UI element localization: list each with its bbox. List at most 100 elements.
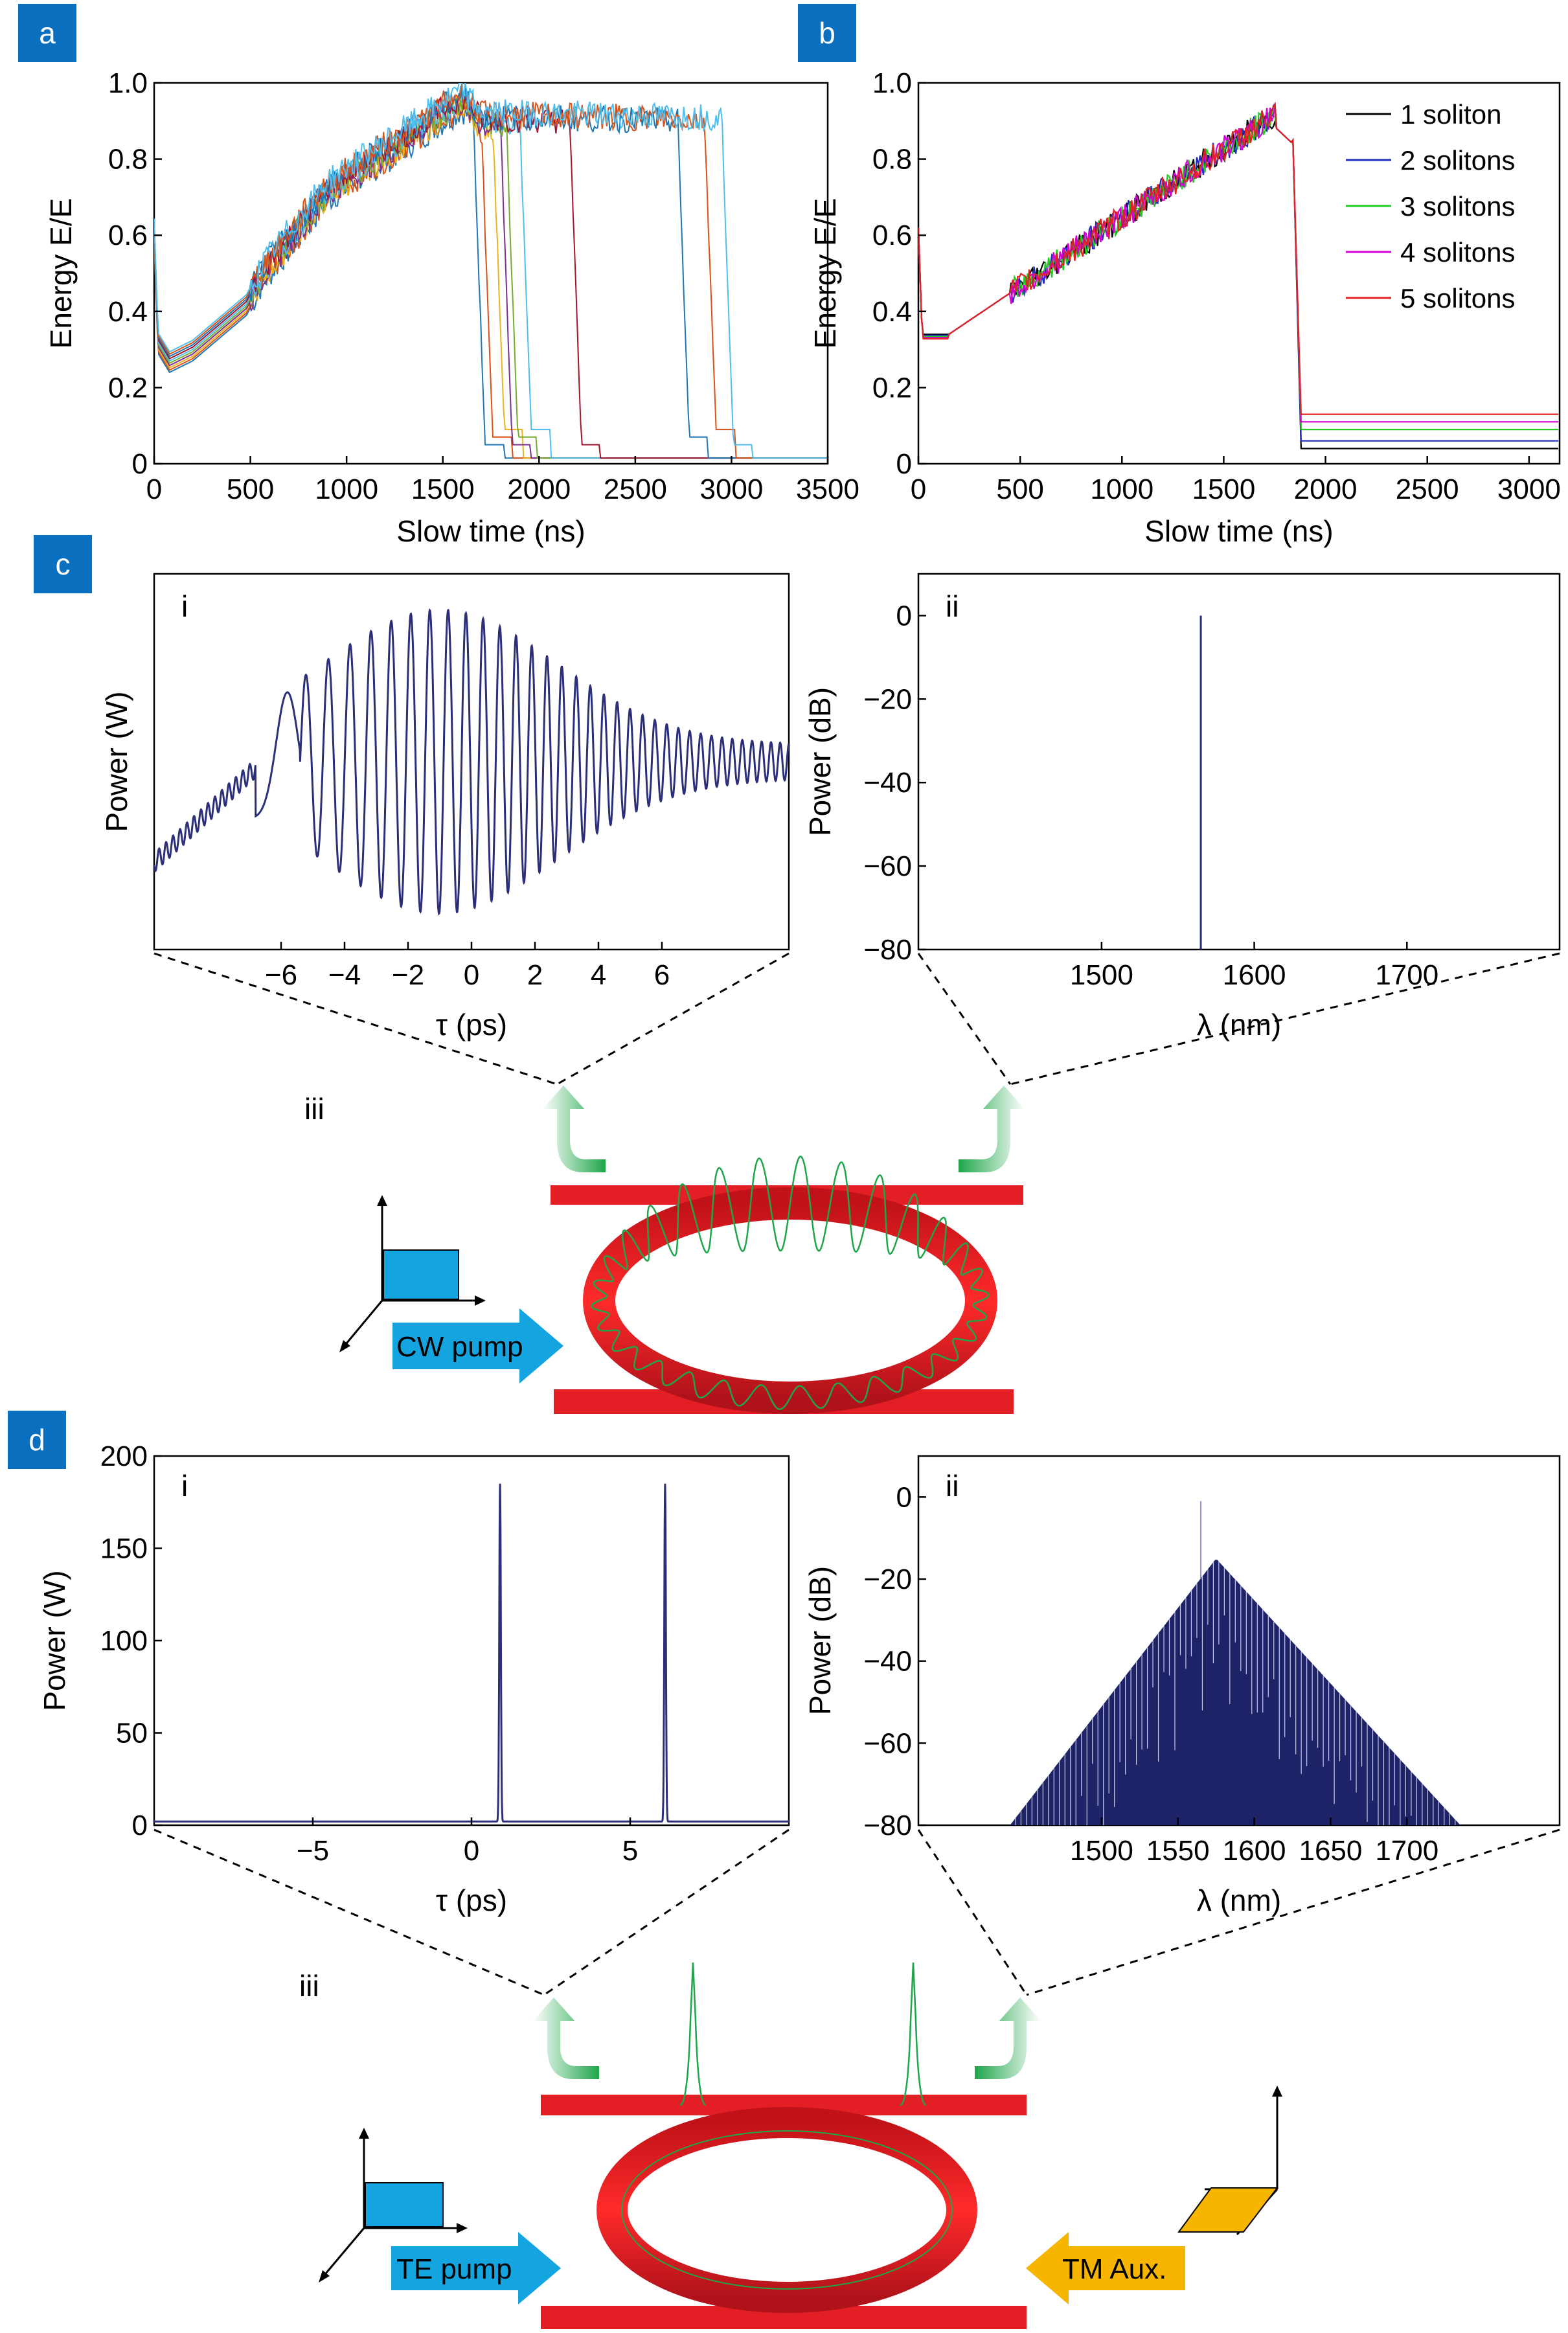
y-axis-label: Power (W) — [38, 1570, 71, 1711]
soliton-pulse-icon — [679, 1962, 707, 2106]
microring-resonator — [583, 1187, 997, 1414]
coordinate-axes-icon-te — [319, 2128, 468, 2282]
x-tick-label: 2 — [527, 959, 543, 991]
output-arrow-right-icon — [959, 1086, 1025, 1172]
x-tick-label: −6 — [265, 959, 297, 991]
x-tick-label: 1600 — [1223, 1835, 1286, 1867]
x-tick-label: 1600 — [1223, 959, 1286, 991]
dashed-connector — [556, 952, 790, 1086]
y-tick-label: 50 — [116, 1718, 148, 1749]
dashed-connector — [917, 1829, 1028, 1996]
x-tick-label: 2000 — [507, 473, 571, 505]
panel-label-c: c — [34, 535, 92, 593]
plot-frame — [917, 573, 1561, 951]
legend: 1 soliton 2 solitons 3 solitons 4 solitons 5… — [1346, 99, 1515, 313]
x-tick-label: −5 — [297, 1835, 329, 1867]
plot-frame — [917, 82, 1561, 465]
y-axis-label: Power (W) — [100, 691, 133, 832]
x-tick-label: 500 — [227, 473, 274, 505]
x-tick-label: 3500 — [796, 473, 859, 505]
energy-trace — [154, 83, 827, 459]
y-tick-label: 150 — [100, 1533, 148, 1565]
schematic-d: iii TE pump TM Aux. — [153, 1828, 1560, 2329]
x-tick-label: 4 — [591, 959, 606, 991]
dashed-connector — [1026, 1828, 1560, 1996]
y-tick-label: −80 — [863, 934, 912, 966]
subpanel-label-ii: ii — [946, 1469, 959, 1503]
x-tick-label: 2500 — [1396, 473, 1459, 505]
dashed-connector — [1010, 952, 1560, 1086]
coordinate-axes-icon-tm — [1177, 2086, 1282, 2235]
x-tick-label: 3000 — [699, 473, 763, 505]
schematic-c: iii CW pump — [153, 952, 1560, 1414]
x-tick-label: 1650 — [1299, 1835, 1362, 1867]
y-tick-label: 0.6 — [108, 220, 148, 251]
x-tick-label: 1700 — [1375, 1835, 1438, 1867]
y-tick-label: −20 — [863, 683, 912, 715]
x-axis-label: τ (ps) — [436, 1008, 507, 1041]
panel-label-d: d — [8, 1411, 66, 1469]
x-axis-label: λ (nm) — [1197, 1883, 1281, 1917]
y-tick-label: 1.0 — [872, 67, 912, 99]
chart-spectrum-d: 1500 1550 1600 1650 1700 0 −20 −40 −60 −80 ii λ (… — [803, 1455, 1561, 1917]
x-tick-label: 500 — [996, 473, 1043, 505]
x-tick-label: 2500 — [604, 473, 667, 505]
y-tick-label: −80 — [863, 1810, 912, 1841]
energy-trace — [154, 85, 827, 459]
dashed-connector — [543, 1828, 790, 1996]
x-tick-label: 2000 — [1294, 473, 1358, 505]
subpanel-label-i: i — [181, 1469, 188, 1503]
series-group — [154, 83, 827, 459]
y-tick-label: −20 — [863, 1564, 912, 1595]
x-tick-label: 1700 — [1375, 959, 1438, 991]
x-axis-label: τ (ps) — [436, 1883, 507, 1917]
plot-frame — [153, 1455, 790, 1827]
te-pump-arrow — [391, 2232, 561, 2305]
legend-entry: 5 solitons — [1400, 283, 1515, 313]
coordinate-axes-icon — [339, 1195, 486, 1352]
series-group — [918, 102, 1559, 450]
plot-frame — [153, 82, 829, 465]
x-tick-label: 1500 — [1070, 959, 1133, 991]
soliton-trace — [918, 102, 1559, 415]
panel-label-a: a — [18, 4, 76, 62]
y-tick-label: 0 — [132, 1810, 148, 1841]
y-axis-label: Power (dB) — [803, 1566, 837, 1715]
chart-energy-vs-time-b: 0 500 1000 1500 2000 2500 3000 0 0.2 0.4 0.6 0.8 1.0… — [808, 67, 1561, 548]
y-tick-label: 0.2 — [872, 372, 912, 404]
y-axis-label: Energy E/E — [44, 198, 78, 349]
plot-frame — [153, 573, 790, 951]
soliton-trace — [918, 106, 1559, 423]
y-axis-label: Power (dB) — [803, 687, 837, 836]
legend-entry: 4 solitons — [1400, 237, 1515, 267]
tick-group: 0 500 1000 1500 2000 2500 3000 0 0.2 0.4 0.6 0.8 1.0 — [872, 67, 1561, 505]
y-tick-label: 0 — [896, 600, 912, 632]
y-tick-label: 1.0 — [108, 67, 148, 99]
tick-group: −6 −4 −2 0 2 4 6 — [265, 942, 670, 991]
y-axis-label: Energy E/E — [808, 198, 842, 349]
y-tick-label: 0.8 — [108, 144, 148, 176]
x-tick-label: 1000 — [1090, 473, 1153, 505]
output-arrow-left-icon — [543, 1086, 606, 1172]
subpanel-label-iii: iii — [304, 1092, 324, 1126]
temporal-trace — [154, 608, 789, 916]
y-tick-label: 0 — [896, 1481, 912, 1513]
x-tick-label: 1500 — [411, 473, 475, 505]
legend-entry: 2 solitons — [1400, 145, 1515, 176]
chart-temporal-power-c: −6 −4 −2 0 2 4 6 i τ (ps) Power (W) — [100, 573, 790, 1041]
cw-pump-arrow — [392, 1308, 563, 1383]
x-tick-label: −2 — [392, 959, 424, 991]
output-arrow-right-icon — [975, 1997, 1041, 2079]
cw-pump-label: CW pump — [396, 1331, 523, 1363]
y-tick-label: 100 — [100, 1625, 148, 1657]
y-tick-label: 0 — [896, 448, 912, 480]
cavity-field-ring — [621, 2130, 953, 2290]
x-tick-label: 0 — [464, 1835, 479, 1867]
comb-spectrum — [1010, 1501, 1460, 1825]
y-tick-label: 0.8 — [872, 144, 912, 176]
x-tick-label: 1500 — [1192, 473, 1255, 505]
x-axis-label: Slow time (ns) — [1144, 514, 1333, 548]
